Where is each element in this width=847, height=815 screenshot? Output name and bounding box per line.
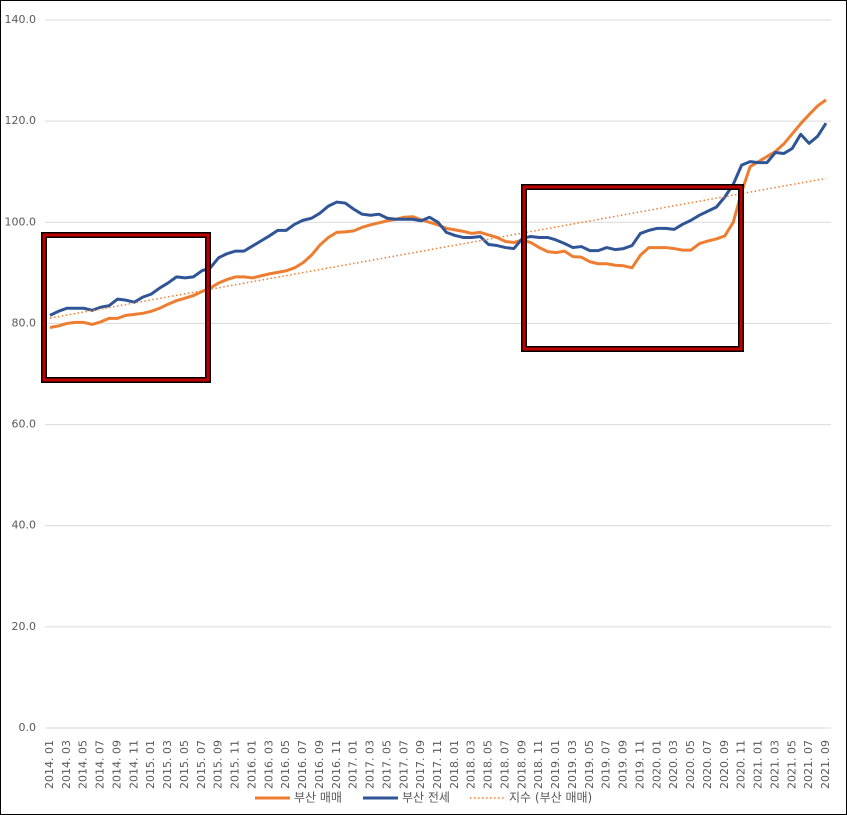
x-tick-label: 2020. 03 bbox=[667, 740, 680, 789]
x-tick-label: 2019. 09 bbox=[617, 740, 630, 789]
x-tick-label: 2017. 05 bbox=[380, 740, 393, 789]
x-tick-label: 2014. 01 bbox=[43, 740, 56, 789]
x-tick-label: 2019. 03 bbox=[566, 740, 579, 789]
highlight-box bbox=[42, 233, 210, 382]
x-tick-label: 2016. 07 bbox=[296, 740, 309, 789]
series-line bbox=[49, 98, 827, 329]
x-tick-label: 2015. 07 bbox=[195, 740, 208, 789]
x-tick-label: 2017. 09 bbox=[414, 740, 427, 789]
x-tick-label: 2018. 07 bbox=[498, 740, 511, 789]
lines bbox=[49, 98, 828, 329]
x-tick-label: 2016. 11 bbox=[330, 740, 343, 789]
highlight-boxes bbox=[41, 184, 744, 383]
x-tick-label: 2017. 11 bbox=[431, 740, 444, 789]
x-tick-label: 2018. 11 bbox=[532, 740, 545, 789]
series-line bbox=[49, 122, 828, 317]
x-tick-label: 2015. 03 bbox=[161, 740, 174, 789]
trend-line bbox=[49, 177, 827, 319]
x-tick-label: 2021. 05 bbox=[785, 740, 798, 789]
x-tick-label: 2018. 09 bbox=[515, 740, 528, 789]
x-tick-label: 2020. 01 bbox=[650, 740, 663, 789]
x-tick-label: 2014. 03 bbox=[60, 740, 73, 789]
x-tick-label: 2015. 09 bbox=[212, 740, 225, 789]
y-tick-label: 60.0 bbox=[12, 418, 37, 431]
legend-label: 부산 전세 bbox=[402, 791, 450, 805]
x-tick-label: 2014. 05 bbox=[77, 740, 90, 789]
legend-label: 부산 매매 bbox=[294, 791, 342, 805]
x-tick-label: 2016. 01 bbox=[245, 740, 258, 789]
x-tick-label: 2020. 07 bbox=[701, 740, 714, 789]
x-tick-label: 2020. 11 bbox=[735, 740, 748, 789]
legend-label: 지수 (부산 매매) bbox=[509, 791, 592, 805]
y-tick-label: 120.0 bbox=[5, 114, 37, 127]
x-tick-label: 2016. 05 bbox=[279, 740, 292, 789]
x-tick-label: 2015. 01 bbox=[144, 740, 157, 789]
x-tick-label: 2020. 05 bbox=[684, 740, 697, 789]
x-tick-label: 2015. 05 bbox=[178, 740, 191, 789]
x-tick-label: 2020. 09 bbox=[718, 740, 731, 789]
x-tick-label: 2018. 05 bbox=[482, 740, 495, 789]
labels: 0.0 20.0 40.0 60.0 80.0 100.0 120.0 140.0 2014. … bbox=[5, 13, 833, 805]
x-tick-label: 2017. 07 bbox=[397, 740, 410, 789]
x-tick-label: 2021. 03 bbox=[768, 740, 781, 789]
y-tick-label: 0.0 bbox=[19, 721, 37, 734]
y-tick-label: 140.0 bbox=[5, 13, 37, 26]
x-tick-label: 2015. 11 bbox=[229, 740, 242, 789]
x-tick-label: 2018. 03 bbox=[465, 740, 478, 789]
y-tick-label: 20.0 bbox=[12, 620, 37, 633]
x-tick-label: 2014. 07 bbox=[94, 740, 107, 789]
highlight-box bbox=[522, 185, 743, 351]
y-tick-label: 40.0 bbox=[12, 519, 37, 532]
x-tick-label: 2021. 07 bbox=[802, 740, 815, 789]
x-tick-label: 2014. 11 bbox=[127, 740, 140, 789]
x-tick-label: 2019. 01 bbox=[549, 740, 562, 789]
x-tick-label: 2017. 03 bbox=[364, 740, 377, 789]
y-tick-label: 80.0 bbox=[12, 316, 37, 329]
x-tick-label: 2018. 01 bbox=[448, 740, 461, 789]
x-tick-label: 2019. 05 bbox=[583, 740, 596, 789]
x-tick-label: 2017. 01 bbox=[347, 740, 360, 789]
x-tick-label: 2021. 01 bbox=[752, 740, 765, 789]
x-tick-label: 2019. 11 bbox=[633, 740, 646, 789]
y-tick-label: 100.0 bbox=[5, 215, 37, 228]
x-tick-label: 2016. 03 bbox=[262, 740, 275, 789]
x-tick-label: 2014. 09 bbox=[110, 740, 123, 789]
x-tick-label: 2019. 07 bbox=[600, 740, 613, 789]
x-tick-label: 2021. 09 bbox=[819, 740, 832, 789]
x-tick-label: 2016. 09 bbox=[313, 740, 326, 789]
